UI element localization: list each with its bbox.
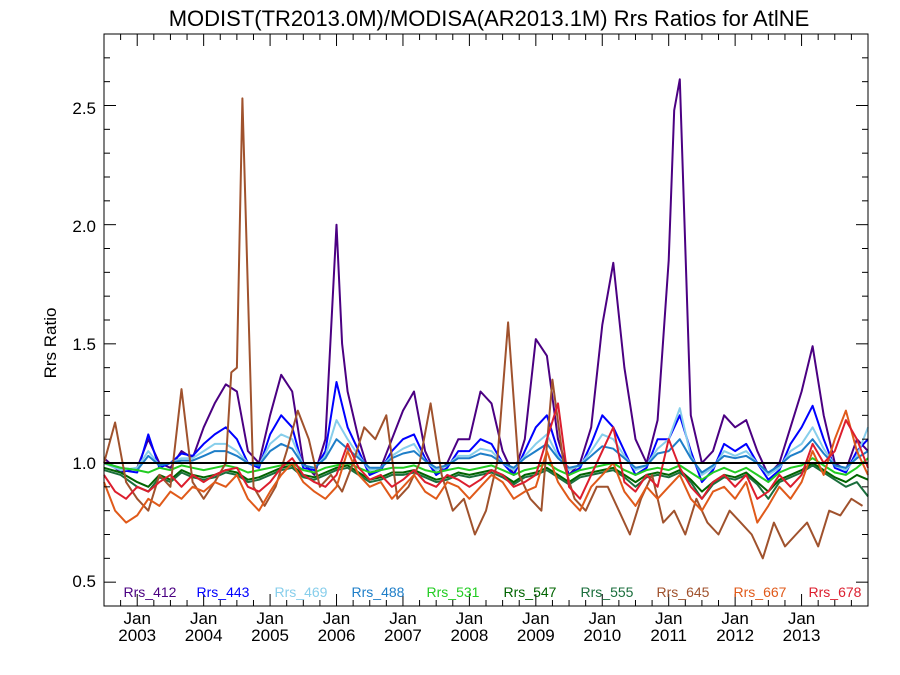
series-layer — [103, 78, 869, 560]
x-tick-month-label: Jan — [522, 609, 549, 628]
plot-frame — [103, 33, 869, 607]
y-tick-label: 0.5 — [72, 572, 96, 591]
x-tick-year-label: 2011 — [650, 626, 687, 645]
x-tick-month-label: Jan — [190, 609, 217, 628]
axes-layer — [103, 33, 869, 607]
x-tick-month-label: Jan — [323, 609, 350, 628]
legend: Rrs_412 Rrs_443 Rrs_469 Rrs_488 Rrs_531 Rrs_5… — [124, 584, 862, 600]
series-line-rrs-488 — [103, 438, 869, 474]
legend-item-rrs-443: Rrs_443 — [197, 584, 250, 600]
x-tick-month-label: Jan — [788, 609, 815, 628]
legend-item-rrs-667: Rrs_667 — [734, 584, 787, 600]
x-tick-labels: Jan2003Jan2004Jan2005Jan2006Jan2007Jan20… — [118, 609, 820, 645]
x-tick-year-label: 2012 — [716, 626, 754, 645]
y-tick-label: 1.0 — [72, 454, 96, 473]
x-tick-month-label: Jan — [589, 609, 616, 628]
x-tick-year-label: 2004 — [185, 626, 223, 645]
x-tick-year-label: 2007 — [384, 626, 422, 645]
y-tick-label: 2.5 — [72, 99, 96, 118]
series-line-rrs-667 — [103, 409, 869, 524]
x-tick-year-label: 2009 — [517, 626, 555, 645]
y-axis-label: Rrs Ratio — [41, 308, 60, 379]
series-line-rrs-678 — [103, 402, 869, 500]
x-tick-year-label: 2005 — [251, 626, 289, 645]
x-tick-year-label: 2013 — [783, 626, 821, 645]
y-tick-label: 1.5 — [72, 335, 96, 354]
x-tick-month-label: Jan — [655, 609, 682, 628]
legend-item-rrs-412: Rrs_412 — [124, 584, 177, 600]
x-tick-year-label: 2003 — [118, 626, 156, 645]
legend-item-rrs-531: Rrs_531 — [427, 584, 480, 600]
legend-item-rrs-678: Rrs_678 — [809, 584, 862, 600]
chart-title: MODIST(TR2013.0M)/MODISA(AR2013.1M) Rrs … — [169, 6, 810, 31]
legend-item-rrs-547: Rrs_547 — [504, 584, 557, 600]
series-line-rrs-531 — [103, 457, 869, 484]
series-line-rrs-469 — [103, 407, 869, 476]
legend-item-rrs-488: Rrs_488 — [352, 584, 405, 600]
series-line-rrs-555 — [103, 464, 869, 500]
y-tick-labels: 0.5 1.0 1.5 2.0 2.5 — [72, 99, 96, 591]
legend-item-rrs-555: Rrs_555 — [581, 584, 634, 600]
legend-item-rrs-645: Rrs_645 — [657, 584, 710, 600]
x-tick-year-label: 2008 — [450, 626, 488, 645]
x-tick-month-label: Jan — [256, 609, 283, 628]
series-line-rrs-412 — [103, 78, 869, 476]
x-tick-year-label: 2010 — [583, 626, 621, 645]
series-line-rrs-443 — [103, 381, 869, 484]
series-line-rrs-645 — [103, 97, 864, 560]
x-tick-month-label: Jan — [721, 609, 748, 628]
legend-item-rrs-469: Rrs_469 — [275, 584, 328, 600]
x-tick-month-label: Jan — [389, 609, 416, 628]
x-tick-month-label: Jan — [456, 609, 483, 628]
x-tick-month-label: Jan — [124, 609, 151, 628]
x-tick-year-label: 2006 — [318, 626, 356, 645]
y-tick-label: 2.0 — [72, 217, 96, 236]
